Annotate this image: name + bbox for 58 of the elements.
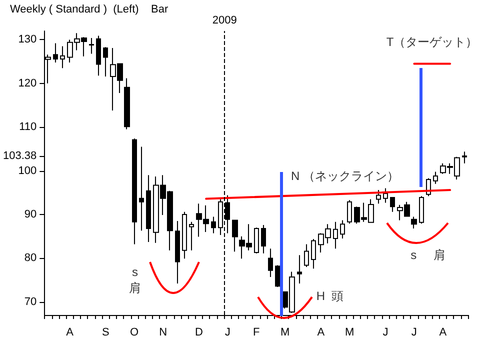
y-tick-label: 110: [19, 121, 37, 134]
x-tick-label: S: [102, 326, 110, 338]
y-tick-label: 120: [18, 77, 37, 90]
x-tick-label: M: [345, 326, 354, 338]
candlestick: [103, 46, 108, 77]
candlestick: [182, 211, 187, 260]
candlestick: [146, 174, 151, 243]
y-tick-label: 103.38: [2, 150, 37, 162]
candlestick: [211, 216, 216, 234]
annotation: N （ネックライン）: [291, 169, 399, 183]
candlestick: [96, 35, 101, 76]
candlestick: [419, 196, 424, 224]
candlestick: [189, 221, 194, 251]
x-tick-label: A: [317, 326, 326, 338]
annotation: H 頭: [316, 289, 344, 303]
candlestick: [175, 220, 180, 284]
candlestick: [60, 46, 65, 69]
candlestick: [304, 244, 309, 268]
chart-title: Weekly ( Standard ) (Left) Bar: [10, 4, 168, 16]
candlestick: [340, 220, 345, 240]
candlestick: [89, 37, 94, 54]
candlestick: [333, 221, 338, 250]
y-tick-label: 70: [24, 296, 37, 308]
candlestick: [261, 224, 266, 254]
candlestick: [132, 138, 137, 245]
ref-line-label: 2009: [212, 14, 237, 26]
candlestick: [311, 238, 316, 270]
annotation: s 肩: [410, 248, 446, 262]
x-tick-label: D: [194, 326, 203, 338]
x-tick-label: J: [224, 326, 230, 338]
x-tick-label: A: [439, 326, 448, 338]
candlestick: [383, 188, 388, 204]
y-tick-label: 130: [18, 34, 37, 46]
x-tick-label: M: [280, 326, 290, 338]
candlestick: [254, 227, 259, 254]
candlestick: [232, 220, 238, 252]
candlestick: [462, 151, 467, 164]
y-tick-label: 90: [24, 208, 37, 221]
x-tick-label: J: [382, 326, 388, 338]
candlestick: [376, 190, 381, 204]
annotation: s 肩: [129, 265, 141, 295]
x-tick-label: O: [130, 326, 140, 338]
x-tick-label: N: [159, 326, 168, 338]
candlestick: [347, 200, 352, 224]
candlestick: [53, 42, 58, 63]
candlestick: [124, 78, 130, 130]
candlestick: [433, 171, 438, 184]
x-tick-label: A: [66, 326, 74, 338]
y-tick-label: 100: [18, 164, 37, 177]
candlestick: [411, 216, 417, 229]
x-tick-label: F: [252, 326, 260, 338]
x-tick-label: J: [411, 326, 417, 338]
candlestick: [268, 248, 273, 278]
candlestick: [139, 146, 144, 232]
annotation: T（ターゲット）: [386, 34, 478, 49]
candlestick: [390, 196, 395, 212]
candlestick: [297, 254, 302, 284]
y-tick-label: 80: [24, 252, 37, 264]
